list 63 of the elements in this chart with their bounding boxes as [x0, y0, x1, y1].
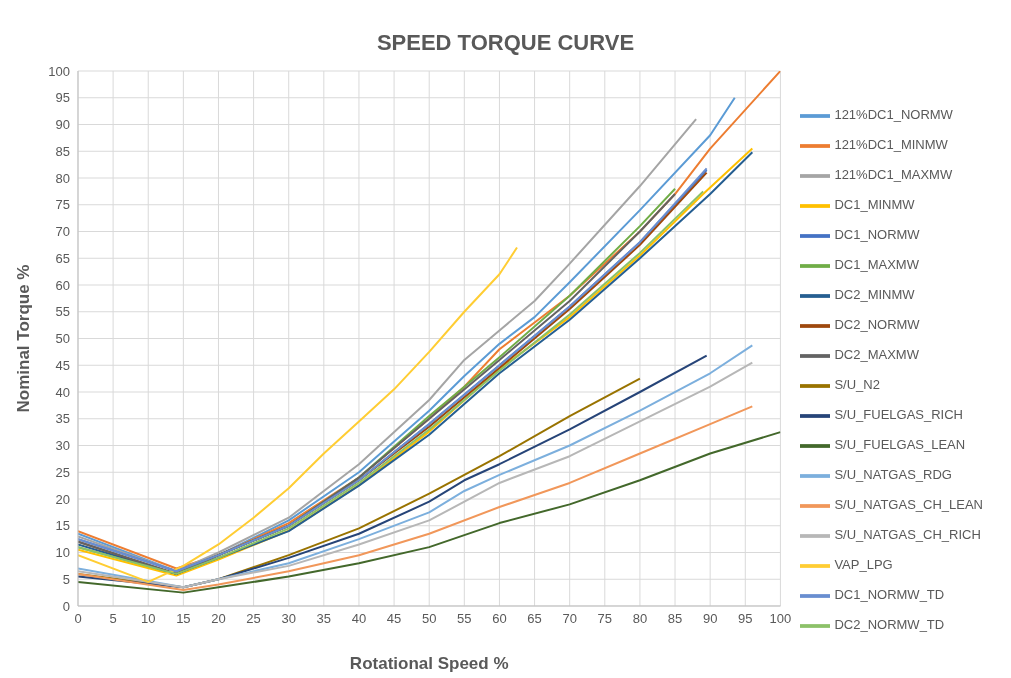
legend-label: DC2_MINMW [834, 287, 915, 303]
x-tick-label: 95 [738, 611, 753, 627]
legend-label: VAP_LPG [834, 557, 893, 573]
y-tick-label: 60 [55, 277, 70, 293]
x-tick-label: 70 [562, 611, 577, 627]
x-tick-label: 55 [457, 611, 472, 627]
legend-label: 121%DC1_MINMW [834, 137, 948, 153]
legend-label: S/U_N2 [834, 377, 880, 393]
y-tick-label: 75 [55, 197, 70, 213]
y-tick-label: 15 [55, 518, 70, 534]
x-tick-label: 5 [109, 611, 117, 627]
legend-label: 121%DC1_NORMW [834, 107, 953, 123]
y-tick-label: 80 [55, 170, 70, 186]
legend-label: S/U_FUELGAS_RICH [834, 407, 963, 423]
legend-label: DC1_NORMW [834, 227, 920, 243]
x-tick-label: 20 [211, 611, 226, 627]
y-tick-label: 5 [62, 571, 70, 587]
legend-label: DC1_MAXMW [834, 257, 919, 273]
legend-label: DC1_MINMW [834, 197, 915, 213]
x-tick-label: 0 [74, 611, 82, 627]
x-tick-label: 90 [702, 611, 718, 627]
x-tick-label: 25 [246, 611, 261, 627]
y-tick-label: 95 [55, 90, 70, 106]
y-tick-label: 25 [55, 464, 70, 480]
x-tick-label: 80 [632, 611, 648, 627]
x-tick-label: 30 [281, 611, 296, 627]
y-tick-label: 85 [55, 143, 70, 159]
legend-label: DC2_NORMW_TD [834, 617, 945, 633]
x-tick-label: 10 [141, 611, 156, 627]
y-tick-label: 45 [55, 357, 70, 373]
legend-label: DC1_NORMW_TD [834, 587, 945, 603]
y-tick-label: 10 [55, 545, 70, 561]
legend-label: S/U_FUELGAS_LEAN [834, 437, 966, 453]
legend-label: S/U_NATGAS_CH_RICH [834, 527, 981, 543]
legend-label: DC2_MAXMW [834, 347, 919, 363]
y-tick-label: 55 [55, 304, 70, 320]
x-tick-label: 40 [351, 611, 367, 627]
x-axis-title: Rotational Speed % [349, 654, 509, 673]
x-tick-label: 65 [527, 611, 542, 627]
x-tick-label: 100 [769, 611, 792, 627]
y-axis-title: Nominal Torque % [14, 264, 34, 413]
y-tick-label: 20 [55, 491, 70, 507]
y-tick-label: 30 [55, 438, 70, 454]
y-tick-label: 40 [55, 384, 70, 400]
x-tick-label: 60 [492, 611, 507, 627]
legend-label: S/U_NATGAS_CH_LEAN [834, 497, 983, 513]
x-tick-label: 85 [667, 611, 683, 627]
legend-label: S/U_NATGAS_RDG [834, 467, 952, 483]
legend-label: DC2_NORMW [834, 317, 920, 333]
x-tick-label: 15 [176, 611, 191, 627]
y-tick-label: 65 [55, 250, 70, 266]
y-tick-label: 70 [55, 224, 70, 240]
y-tick-label: 0 [62, 598, 70, 614]
x-tick-label: 50 [421, 611, 437, 627]
legend-label: 121%DC1_MAXMW [834, 167, 953, 183]
y-tick-label: 100 [48, 63, 70, 79]
chart-title: SPEED TORQUE CURVE [376, 30, 635, 55]
x-tick-label: 35 [316, 611, 332, 627]
y-tick-label: 90 [55, 117, 70, 133]
x-tick-label: 75 [597, 611, 613, 627]
x-tick-label: 45 [386, 611, 402, 627]
y-tick-label: 35 [55, 411, 70, 427]
y-tick-label: 50 [55, 331, 70, 347]
